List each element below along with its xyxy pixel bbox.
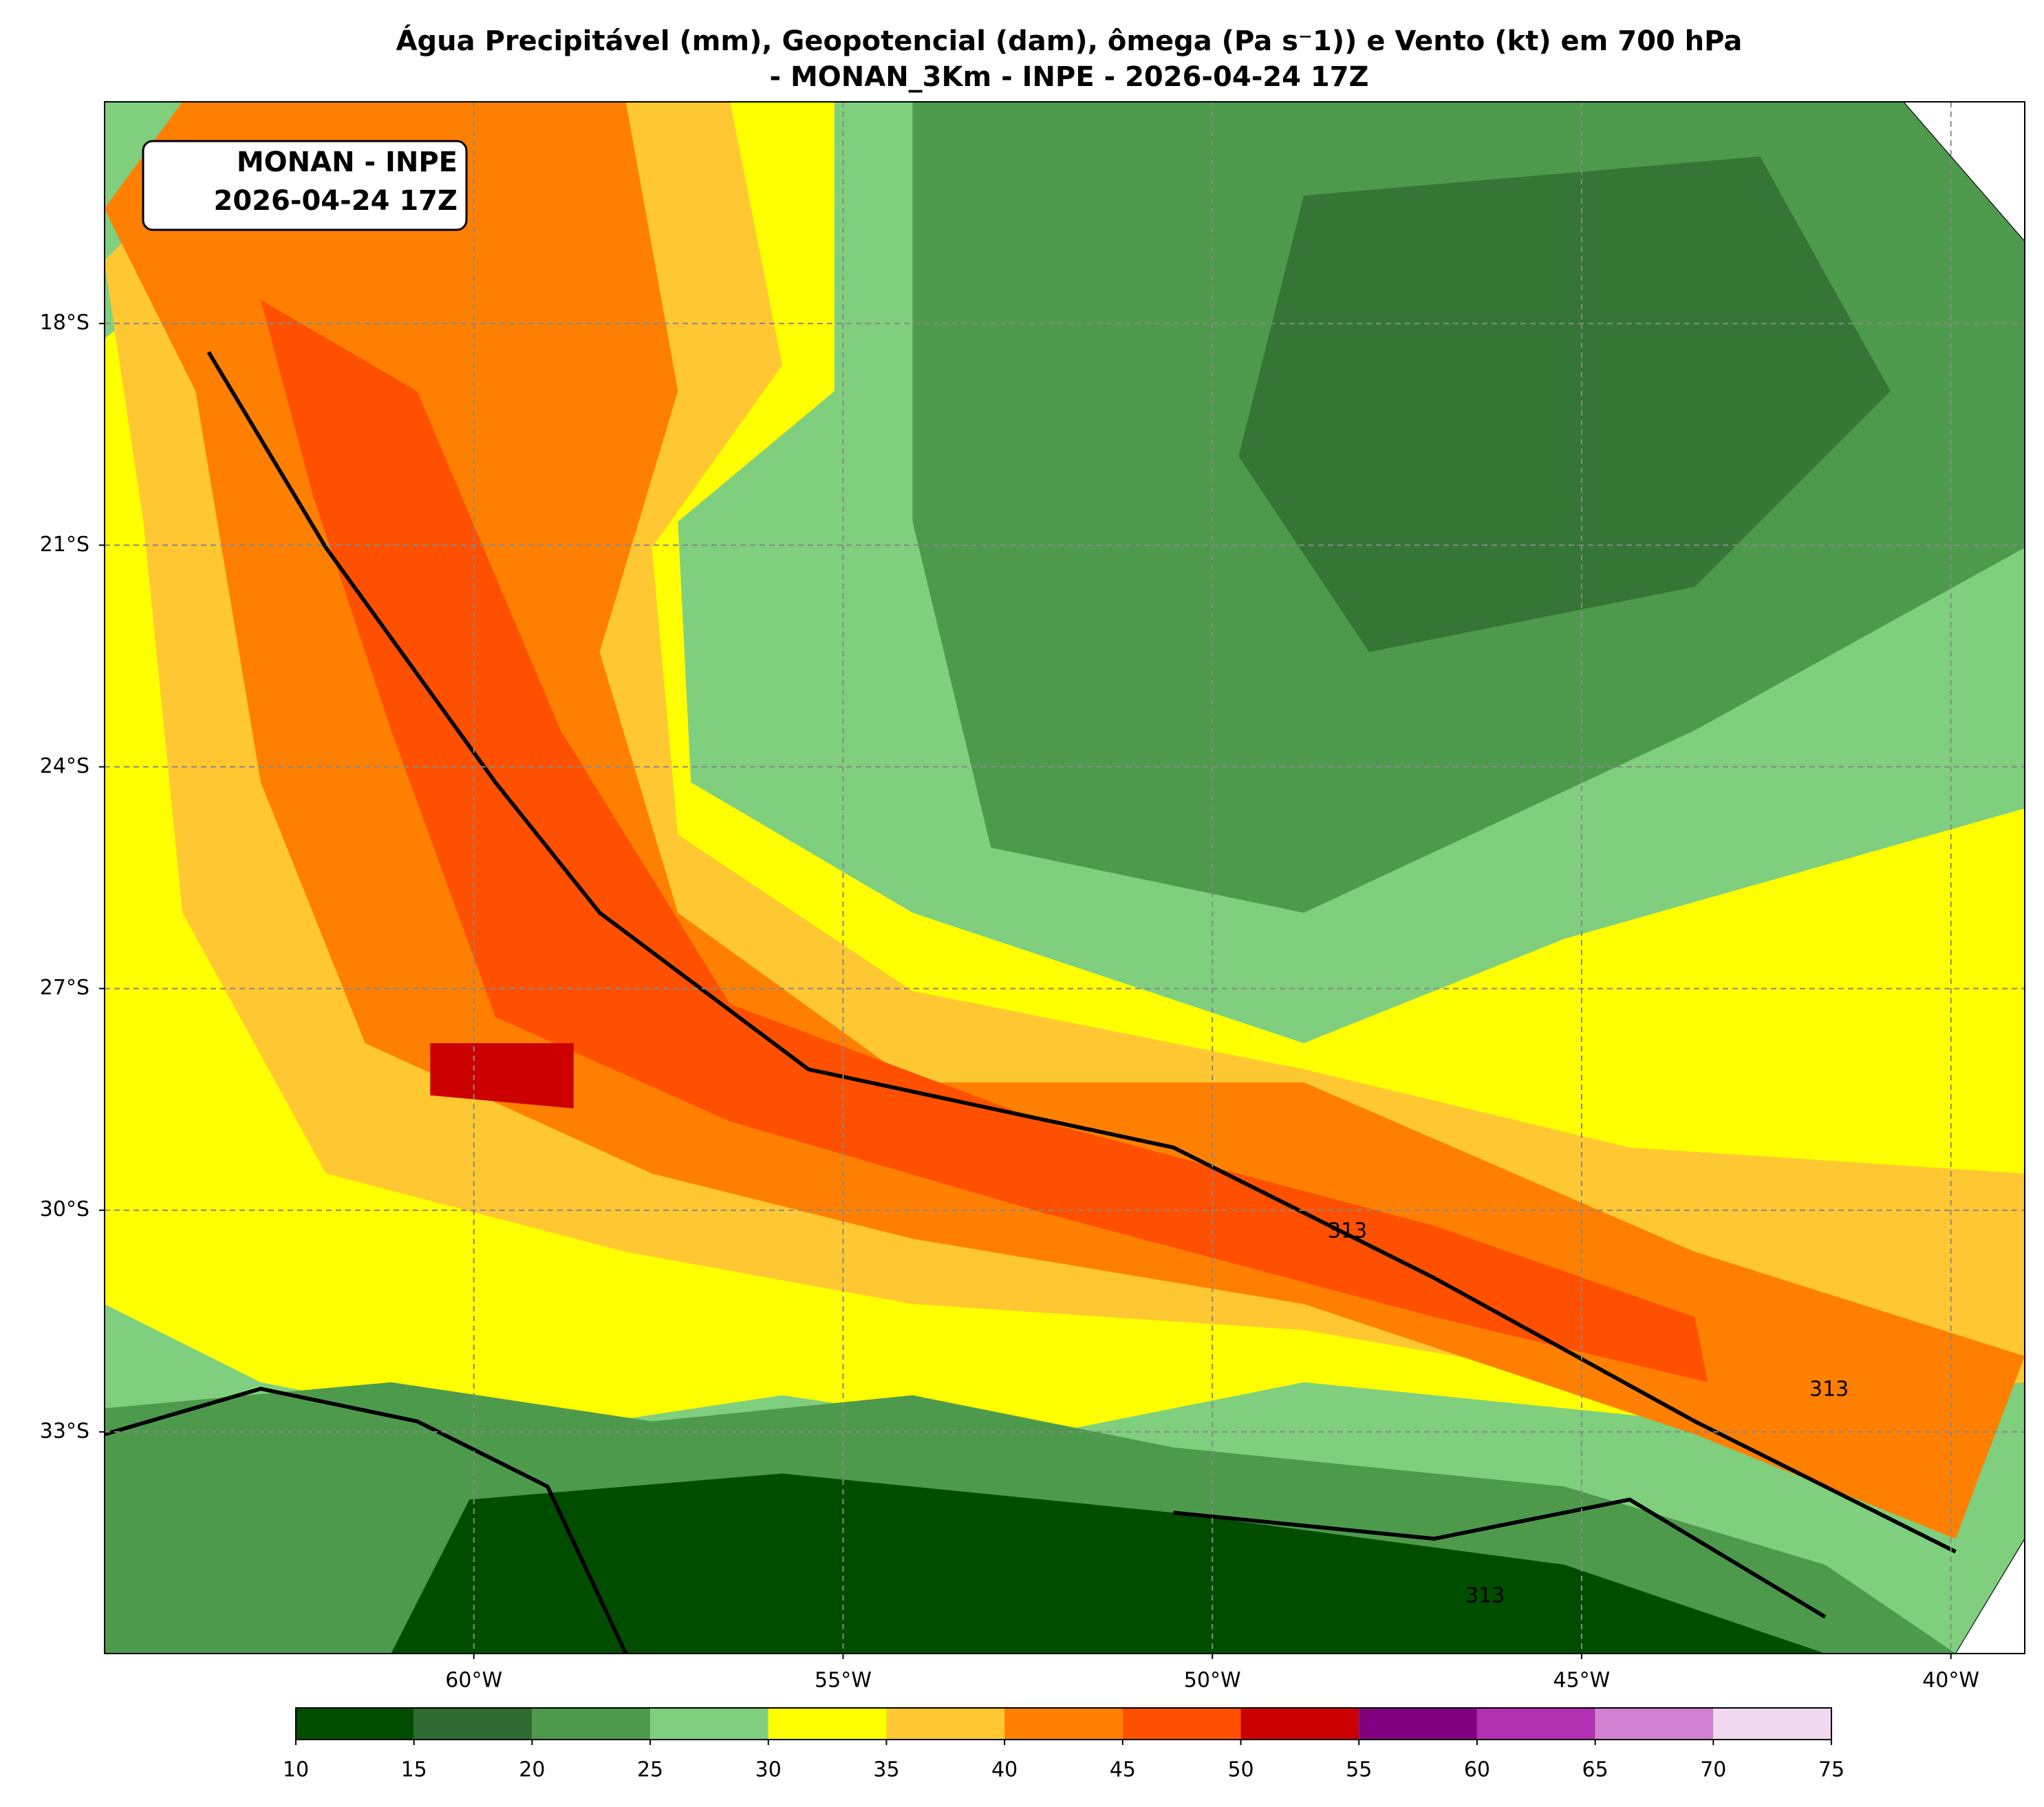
- x-tick-label: 55°W: [815, 1669, 872, 1693]
- colorbar-segment: [413, 1708, 532, 1740]
- field-dry-core: [1238, 156, 1891, 652]
- contour-label: 313: [1465, 1584, 1505, 1608]
- info-line-1: MONAN - INPE: [237, 147, 458, 178]
- field: [104, 101, 2025, 1654]
- field-dry-south-core: [391, 1473, 1825, 1654]
- field-moist-4: [261, 299, 1708, 1382]
- map-frame: [104, 101, 2025, 1654]
- colorbar-tick-label: 45: [1110, 1758, 1136, 1782]
- colorbar-tick-label: 30: [755, 1758, 782, 1782]
- colorbar-tick-label: 40: [991, 1758, 1018, 1782]
- contour-label: 313: [1328, 1219, 1367, 1243]
- grid: 60°W 55°W 50°W 45°W 40°W 18°S 21°S 24°S 27°S 30°S…: [40, 102, 2025, 1693]
- x-tick-label: 40°W: [1922, 1669, 1979, 1693]
- colorbar-frame: [295, 1707, 1832, 1740]
- colorbar-segment: [1476, 1708, 1595, 1740]
- colorbar-segment: [1359, 1708, 1477, 1740]
- field-moist-3: [104, 101, 2025, 1539]
- colorbar-segment: [768, 1708, 887, 1740]
- colorbar-tick-label: 70: [1700, 1758, 1726, 1782]
- colorbar-segment: [296, 1708, 414, 1740]
- geopotential-contour: [206, 351, 1957, 1554]
- title-line-2: - MONAN_3Km - INPE - 2026-04-24 17Z: [769, 61, 1368, 93]
- y-tick-label: 21°S: [40, 533, 89, 557]
- field-moist-5: [430, 1043, 574, 1109]
- colorbar-tick-label: 25: [637, 1758, 663, 1782]
- title-line-1: Água Precipitável (mm), Geopotencial (da…: [396, 24, 1743, 57]
- colorbar-segment: [886, 1708, 1005, 1740]
- colorbar: 10 15 20 25 30 35 40 45 50 55 60 65 70 75: [283, 1707, 1844, 1782]
- geopotential-contour: [104, 1387, 628, 1654]
- colorbar-tick-label: 75: [1818, 1758, 1844, 1782]
- info-box: [142, 140, 468, 231]
- geopotential-contour: [1173, 1497, 1827, 1619]
- colorbar-tick-label: 60: [1464, 1758, 1490, 1782]
- x-tick-label: 50°W: [1184, 1669, 1241, 1693]
- colorbar-segment: [1004, 1708, 1123, 1740]
- colorbar-tick-label: 50: [1227, 1758, 1254, 1782]
- x-tick-label: 45°W: [1553, 1669, 1611, 1693]
- colorbar-tick-label: 65: [1582, 1758, 1609, 1782]
- colorbar-tick-label: 15: [401, 1758, 427, 1782]
- y-tick-label: 30°S: [40, 1197, 89, 1221]
- colorbar-tick-label: 55: [1346, 1758, 1372, 1782]
- y-tick-label: 18°S: [40, 311, 89, 335]
- colorbar-tick-label: 10: [283, 1758, 309, 1782]
- info-line-2: 2026-04-24 17Z: [214, 185, 458, 217]
- colorbar-segment: [1713, 1708, 1831, 1740]
- colorbar-tick-label: 20: [519, 1758, 545, 1782]
- x-tick-label: 60°W: [445, 1669, 502, 1693]
- colorbar-segment: [532, 1708, 651, 1740]
- y-tick-label: 33°S: [40, 1419, 89, 1443]
- y-tick-label: 27°S: [40, 976, 89, 1000]
- colorbar-segment: [1595, 1708, 1714, 1740]
- y-tick-label: 24°S: [40, 754, 89, 778]
- colorbar-tick-label: 35: [873, 1758, 899, 1782]
- colorbar-segment: [1240, 1708, 1359, 1740]
- colorbar-segment: [1122, 1708, 1241, 1740]
- contour-label: 313: [1809, 1378, 1849, 1402]
- colorbar-segment: [650, 1708, 768, 1740]
